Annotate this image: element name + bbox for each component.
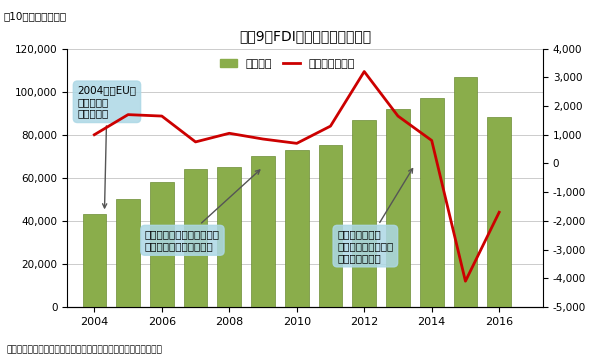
Bar xyxy=(116,199,140,307)
Bar xyxy=(454,77,477,307)
Bar xyxy=(420,98,444,307)
Bar xyxy=(352,120,376,307)
Text: 大型投資の一服
欧州債務危機の影響
から投資が純化: 大型投資の一服 欧州債務危機の影響 から投資が純化 xyxy=(337,169,412,263)
Text: （出所：ハンガリー中銀より住友商事グローバルリサーチ作成）: （出所：ハンガリー中銀より住友商事グローバルリサーチ作成） xyxy=(6,345,162,354)
Text: 自動車を中心に大型投資が
流入、投資分野の多角化: 自動車を中心に大型投資が 流入、投資分野の多角化 xyxy=(145,170,260,251)
Text: 2004年、EU加
盟を契機に
投資が増加: 2004年、EU加 盟を契機に 投資が増加 xyxy=(78,85,136,208)
Bar xyxy=(319,146,343,307)
Bar xyxy=(82,214,106,307)
Bar xyxy=(218,167,241,307)
Bar xyxy=(251,156,275,307)
Bar xyxy=(184,169,207,307)
Bar xyxy=(487,117,511,307)
Text: （10億フォリント）: （10億フォリント） xyxy=(3,11,66,21)
Legend: ストック, フロー（右軸）: ストック, フロー（右軸） xyxy=(216,54,359,73)
Bar xyxy=(150,182,174,307)
Bar xyxy=(386,109,410,307)
Title: 図表9　FDI（ストック）の推移: 図表9 FDI（ストック）の推移 xyxy=(239,29,371,43)
Bar xyxy=(285,150,308,307)
